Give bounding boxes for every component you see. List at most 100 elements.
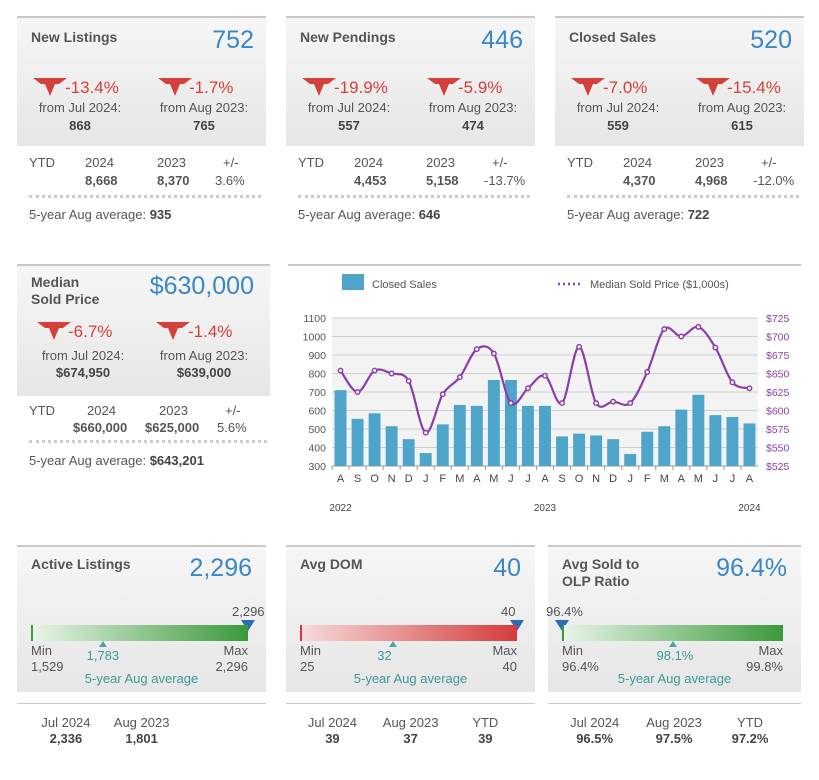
card-title: New Listings (31, 29, 118, 45)
bar (743, 423, 756, 466)
change-pct: -7.0% (603, 78, 648, 97)
bar (590, 435, 603, 466)
bar (436, 424, 449, 466)
gauge-min-label: Min (31, 643, 52, 658)
gauge-min-label: Min (562, 643, 583, 658)
ytd-value: 5,158 (426, 173, 459, 188)
year-label: 2024 (738, 503, 761, 514)
ytd-value: 8,370 (157, 173, 190, 188)
x-tick: A (473, 473, 481, 485)
bar (385, 426, 398, 466)
dotted-divider (29, 195, 261, 198)
from-label: from Aug 2023: (428, 100, 518, 115)
avg-sold-to-card: Avg Sold to OLP Ratio 96.4% 96.4% Min 96.… (546, 545, 801, 755)
footer-value: 97.5% (655, 731, 693, 746)
x-tick: A (337, 473, 345, 485)
gauge-bar (31, 625, 248, 641)
price-point (388, 370, 395, 377)
y-tick-right: $675 (766, 350, 790, 362)
ytd-label: YTD (298, 155, 324, 170)
gauge-max-value: 99.8% (746, 659, 783, 674)
avg-line: 5-year Aug average: 646 (298, 207, 441, 222)
year-label: 2022 (329, 503, 352, 514)
closed-sales-chart: Closed Sales Median Sold Price ($1,000s)… (288, 264, 801, 522)
y-tick-left: 1100 (303, 313, 326, 325)
price-point (661, 326, 668, 333)
gauge-avg-value: 32 (377, 648, 392, 663)
card-value: $630,000 (149, 272, 254, 300)
ytd-pm-value: -12.0% (753, 173, 795, 188)
footer-value: 2,336 (49, 731, 83, 746)
bar (624, 453, 637, 466)
avg-marker-icon (98, 641, 107, 647)
gauge-avg-value: 1,783 (86, 648, 120, 663)
change-pct: -1.7% (189, 78, 234, 97)
change-pct: -13.4% (65, 78, 119, 97)
gauge-max-label: Max (223, 643, 248, 658)
bar (334, 390, 347, 466)
ytd-value: 4,968 (695, 173, 728, 188)
x-tick: J (525, 473, 531, 485)
change-pct: -5.9% (458, 78, 503, 97)
gauge-max-label: Max (492, 643, 517, 658)
price-point (525, 385, 531, 392)
legend-bar-swatch (342, 274, 364, 290)
ytd-value: 8,668 (85, 173, 118, 188)
y-tick-right: $725 (766, 313, 790, 325)
price-point (746, 385, 753, 392)
x-tick: J (713, 473, 719, 485)
x-tick: J (730, 473, 736, 485)
avg-dom-card: Avg DOM 40 40 Min 25 Max 40 32 5-year Au… (286, 545, 535, 755)
price-point (729, 379, 736, 386)
divider (17, 703, 266, 704)
card-title: Avg Sold to OLP Ratio (562, 556, 640, 589)
footer-value: 39 (478, 731, 493, 746)
bar (504, 379, 517, 466)
down-arrow-icon (33, 78, 67, 96)
footer-label: Aug 2023 (646, 715, 702, 730)
x-tick: J (627, 473, 633, 485)
y-tick-right: $600 (766, 406, 790, 418)
y-tick-left: 500 (308, 424, 326, 436)
ytd-pm: +/- (225, 403, 241, 418)
card-value: 96.4% (716, 554, 787, 582)
ytd-year: 2023 (159, 403, 188, 418)
x-tick: S (354, 473, 361, 485)
from-label: from Jul 2024: (38, 100, 122, 115)
year-label: 2023 (534, 503, 557, 514)
x-tick: O (575, 473, 584, 485)
gauge-min-value: 96.4% (562, 659, 599, 674)
change-pct: -19.9% (334, 78, 388, 97)
y-tick-left: 1000 (303, 332, 327, 344)
x-tick: N (388, 473, 396, 485)
bar (539, 405, 551, 466)
card-value: 752 (212, 26, 254, 54)
y-tick-right: $650 (766, 369, 790, 381)
legend-line-label: Median Sold Price ($1,000s) (590, 279, 729, 291)
card-value: 520 (750, 26, 792, 54)
bar (726, 416, 739, 466)
divider (548, 703, 801, 704)
ytd-label: YTD (567, 155, 593, 170)
y-tick-left: 900 (308, 350, 326, 362)
price-point (610, 398, 617, 405)
from-label: from Jul 2024: (41, 348, 125, 363)
from-value: 474 (462, 118, 484, 133)
from-value: 868 (69, 118, 91, 133)
avg-line: 5-year Aug average: 722 (567, 207, 710, 222)
bar (351, 418, 364, 466)
x-tick: M (660, 473, 669, 485)
from-value: 557 (338, 118, 360, 133)
ytd-label: YTD (29, 155, 55, 170)
ytd-year: 2024 (623, 155, 652, 170)
y-tick-left: 400 (308, 443, 326, 455)
avg-marker-icon (389, 641, 398, 647)
card-value: 2,296 (189, 554, 252, 582)
down-arrow-icon (158, 78, 192, 96)
card-header (17, 547, 266, 692)
x-tick: M (694, 473, 703, 485)
price-point (576, 343, 583, 350)
avg-line: 5-year Aug average: 935 (29, 207, 172, 222)
bar (607, 439, 620, 466)
x-tick: N (592, 473, 600, 485)
